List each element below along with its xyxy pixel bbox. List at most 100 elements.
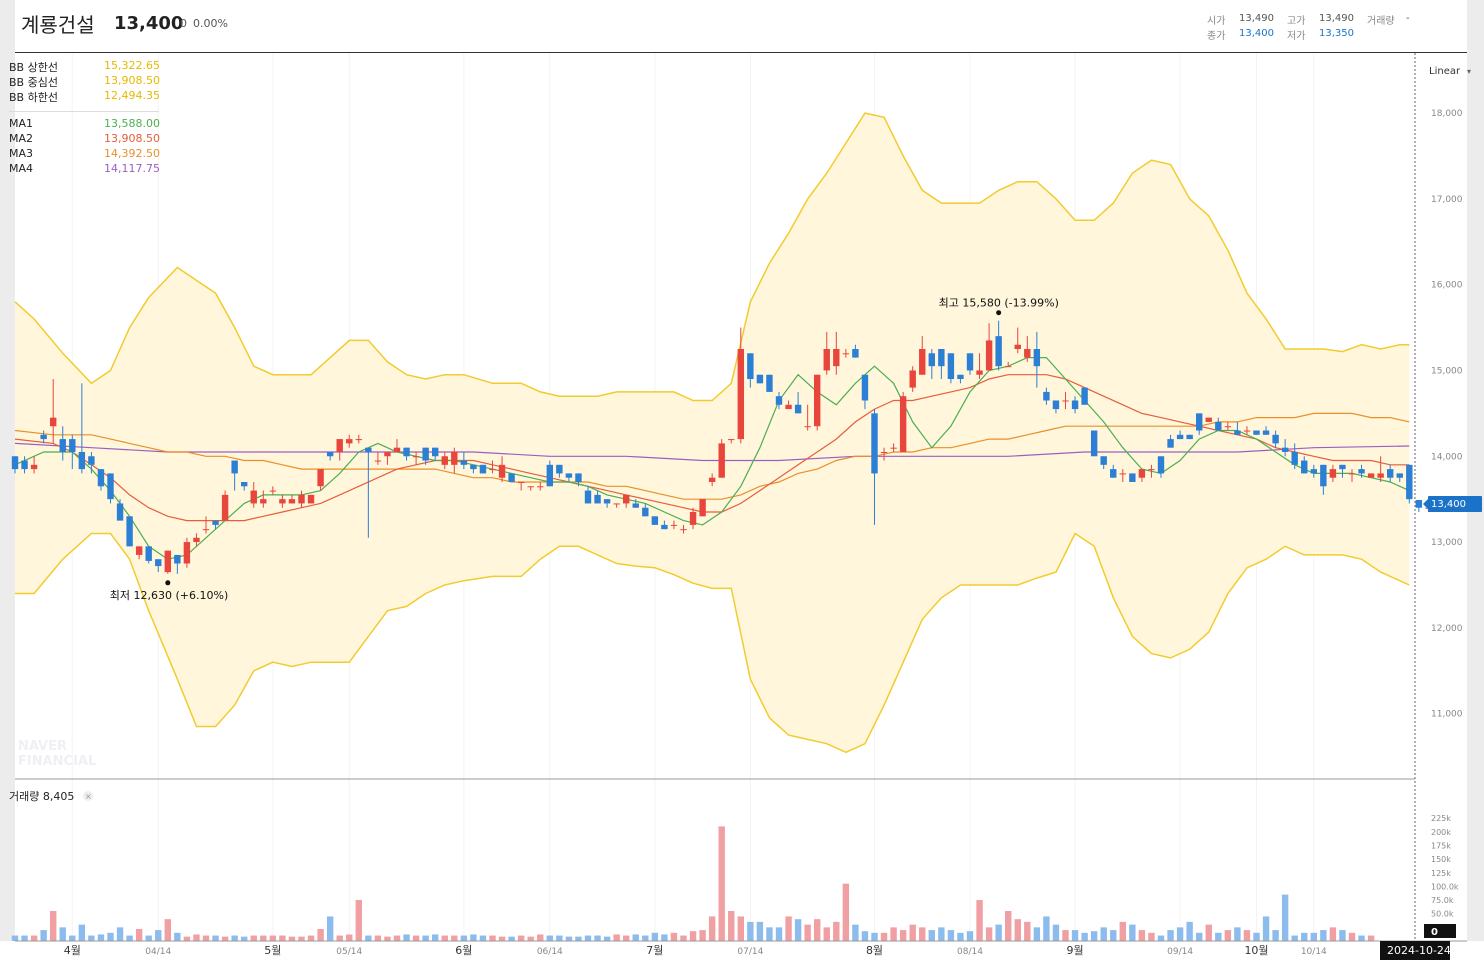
volume-bar <box>976 900 983 941</box>
date-tick-label: 10/14 <box>1301 947 1327 957</box>
volume-bar <box>288 936 296 941</box>
volume-bar <box>1215 932 1222 941</box>
candle-body <box>1339 464 1346 470</box>
candle-body <box>985 340 993 371</box>
price-tick-label: 15,000 <box>1431 366 1463 376</box>
candle-body <box>556 464 563 474</box>
candle-body <box>155 559 162 567</box>
candle-body <box>135 546 143 555</box>
candle-body <box>365 447 372 452</box>
date-tick-label: 09/14 <box>1167 947 1193 957</box>
candle-body <box>642 507 649 517</box>
low-value: 13,350 <box>1319 28 1354 39</box>
volume-bar <box>69 935 76 941</box>
candle-body <box>680 529 687 531</box>
candle-body <box>1033 349 1041 367</box>
volume-bar <box>1262 916 1270 941</box>
candle-body <box>50 417 57 427</box>
candle-body <box>928 353 935 367</box>
volume-bar <box>365 935 372 941</box>
close-icon-glyph[interactable]: × <box>85 792 92 801</box>
candle-body <box>183 542 191 564</box>
volume-bar <box>1243 930 1251 941</box>
candle-body <box>775 396 783 405</box>
volume-bar <box>804 924 811 941</box>
candle-body <box>1005 366 1012 368</box>
candle-body <box>1090 430 1098 457</box>
volume-bar <box>21 935 28 941</box>
bollinger-lower-line <box>15 532 1410 754</box>
candle-body <box>766 374 773 392</box>
volume-bar <box>1090 931 1098 941</box>
volume-bar <box>985 927 993 941</box>
candle-body <box>174 554 181 564</box>
volume-tick-label: 150k <box>1431 855 1451 864</box>
candle-body <box>737 349 744 440</box>
candle-body <box>269 490 277 492</box>
candle-body <box>794 404 802 414</box>
ma4-legend: MA4 14,117.75 <box>9 162 160 175</box>
close-icon[interactable] <box>83 791 93 801</box>
candle-body <box>632 503 639 508</box>
candle-body <box>126 516 133 547</box>
candle-body <box>1110 469 1117 478</box>
volume-bar <box>116 927 124 941</box>
candle-body <box>880 451 888 453</box>
volume-bar <box>221 936 229 941</box>
scale-mode-label[interactable]: Linear <box>1429 66 1461 77</box>
open-value: 13,490 <box>1239 13 1274 24</box>
candle-body <box>40 434 47 440</box>
candle-body <box>1377 473 1384 478</box>
candle-body <box>1205 417 1212 422</box>
volume-bar <box>307 935 315 941</box>
chevron-down-icon[interactable]: ▾ <box>1467 67 1471 76</box>
candle-body <box>288 499 296 504</box>
candle-body <box>823 349 830 371</box>
candlesticks <box>11 320 1432 574</box>
candle-body <box>1176 434 1184 440</box>
candle-body <box>231 460 238 474</box>
candle-body <box>403 447 410 457</box>
volume-bar <box>899 930 907 941</box>
bb-middle-value: 13,908.50 <box>104 74 160 87</box>
volume-bar <box>97 934 105 941</box>
volume-bar <box>1033 927 1041 941</box>
candle-body <box>966 353 974 371</box>
ma2-value: 13,908.50 <box>104 132 160 145</box>
volume-bar <box>890 927 897 941</box>
volume-bar <box>785 916 792 941</box>
candle-body <box>842 353 850 355</box>
volume-bar <box>1052 924 1060 941</box>
price-axis: 11,000 12,000 13,000 14,000 15,000 16,000 17,0… <box>1431 109 1463 720</box>
volume-bar <box>957 932 964 941</box>
candle-body <box>565 473 573 478</box>
volume-bar <box>871 932 878 941</box>
candle-body <box>307 494 315 504</box>
high-marker <box>996 310 1002 316</box>
date-tick-label: 6월 <box>455 944 472 957</box>
volume-bar <box>1110 930 1117 941</box>
candle-body <box>69 439 76 452</box>
candle-body <box>909 370 916 388</box>
volume-bar <box>947 930 955 941</box>
high-label: 고가 <box>1287 16 1306 27</box>
candle-body <box>374 460 382 462</box>
volume-bar <box>393 935 401 941</box>
candle-body <box>919 349 926 375</box>
candle-body <box>699 499 706 517</box>
volume-bar <box>852 924 859 941</box>
volume-bar <box>88 935 95 941</box>
candle-body <box>651 516 659 525</box>
candle-body <box>202 529 210 531</box>
ma1-value: 13,588.00 <box>104 117 160 130</box>
price-tick-label: 12,000 <box>1431 624 1463 634</box>
volume-bar <box>556 935 563 941</box>
volume-bar <box>336 935 343 941</box>
candle-body <box>88 456 95 465</box>
candle-body <box>164 550 171 573</box>
candle-body <box>393 447 401 452</box>
price-tick-label: 14,000 <box>1431 452 1463 462</box>
volume-bar <box>1301 932 1308 941</box>
candle-body <box>1100 456 1107 465</box>
candle-body <box>1320 464 1327 487</box>
